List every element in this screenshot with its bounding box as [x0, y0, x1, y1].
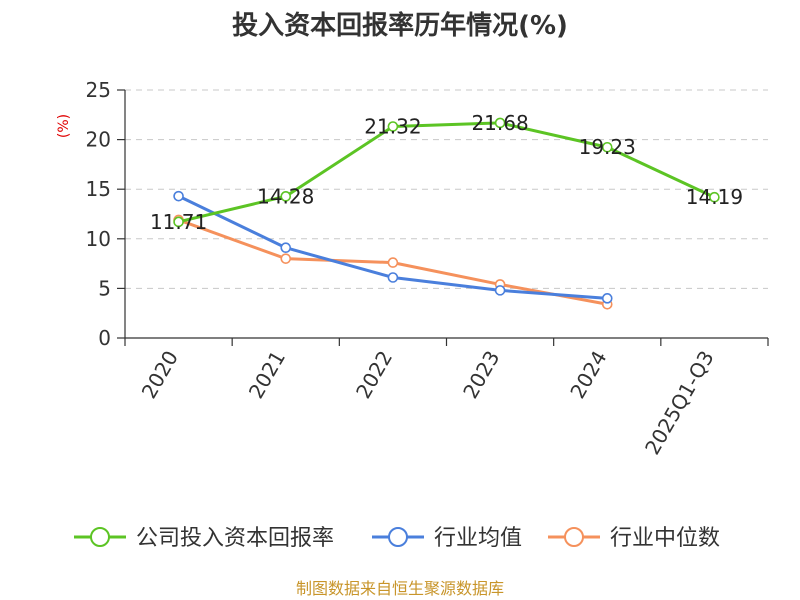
legend-label-1: 行业均值 [434, 526, 522, 551]
x-tick-label-2020: 2020 [137, 347, 183, 403]
data-label-2020: 11.71 [150, 210, 207, 234]
y-tick-label-15: 15 [86, 177, 111, 201]
series-1-point-2024 [601, 293, 613, 304]
series-group [173, 117, 720, 310]
x-tick-label-2023: 2023 [458, 347, 504, 403]
legend-label-2: 行业中位数 [610, 526, 720, 551]
series-0-point-2025Q1-Q3 [709, 191, 720, 203]
y-tick-label-10: 10 [86, 227, 111, 251]
series-2-point-2022 [387, 257, 399, 268]
series-0-point-2024 [601, 141, 613, 153]
source-note: 制图数据来自恒生聚源数据库 [296, 579, 504, 598]
data-label-2023: 21.68 [471, 111, 528, 135]
series-1-point-2023 [494, 285, 506, 296]
data-label-2025Q1-Q3: 14.19 [686, 185, 743, 209]
chart-title: 投入资本回报率历年情况(%) [232, 10, 568, 41]
legend-marker-0 [90, 527, 110, 547]
data-label-2024: 19.23 [579, 135, 636, 159]
data-label-2022: 21.32 [364, 115, 421, 139]
x-tick-label-2024: 2024 [565, 347, 611, 403]
legend-marker-2 [564, 527, 584, 547]
legend-label-0: 公司投入资本回报率 [136, 526, 334, 551]
series-1-point-2021 [280, 242, 292, 254]
series-1-point-2022 [387, 272, 399, 283]
series-2-point-2021 [280, 253, 292, 264]
y-tick-label-20: 20 [86, 128, 111, 152]
data-labels: 11.71 14.28 21.32 21.68 19.23 14.19 [150, 111, 743, 234]
legend: 公司投入资本回报率 行业均值 行业中位数 [74, 526, 720, 551]
series-0-point-2021 [280, 191, 292, 202]
x-tick-label-2025Q1-Q3: 2025Q1-Q3 [640, 347, 719, 459]
data-label-2021: 14.28 [257, 184, 314, 208]
series-0-point-2023 [494, 117, 506, 129]
legend-marker-1 [388, 527, 408, 547]
series-1-point-2020 [173, 190, 184, 202]
y-tick-label-25: 25 [86, 78, 111, 102]
x-tick-label-2021: 2021 [244, 347, 290, 403]
grid-lines [125, 89, 768, 289]
y-axis-label: (%) [56, 114, 72, 138]
y-tick-label-0: 0 [98, 326, 111, 350]
series-0-point-2022 [387, 121, 399, 132]
series-line-0 [178, 121, 716, 224]
series-0-point-2020 [173, 216, 184, 228]
series-line-1 [177, 194, 608, 300]
x-tick-label-2022: 2022 [351, 347, 397, 403]
y-tick-label-5: 5 [98, 276, 111, 300]
